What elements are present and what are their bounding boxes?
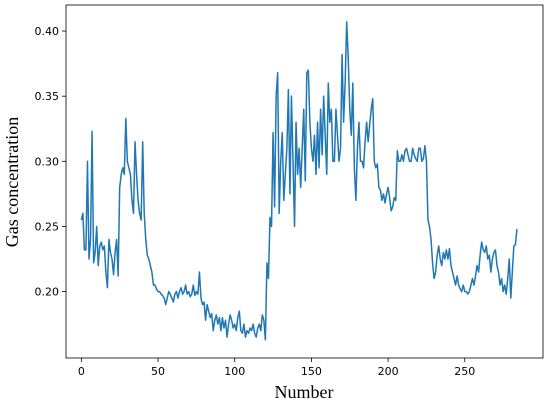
y-tick-label: 0.35 [35, 90, 60, 103]
x-tick-label: 50 [151, 365, 165, 378]
x-tick-label: 150 [301, 365, 322, 378]
x-tick-label: 100 [224, 365, 245, 378]
x-tick-label: 250 [454, 365, 475, 378]
x-axis-label: Number [275, 382, 334, 402]
x-tick-label: 200 [378, 365, 399, 378]
plot-frame [65, 4, 544, 359]
y-tick-label: 0.30 [35, 155, 60, 168]
x-tick-label: 0 [78, 365, 85, 378]
y-tick-label: 0.40 [35, 25, 60, 38]
data-line [80, 21, 518, 341]
y-tick-label: 0.25 [35, 220, 60, 233]
y-tick-label: 0.20 [35, 286, 60, 299]
y-axis-label: Gas concentration [2, 117, 22, 247]
